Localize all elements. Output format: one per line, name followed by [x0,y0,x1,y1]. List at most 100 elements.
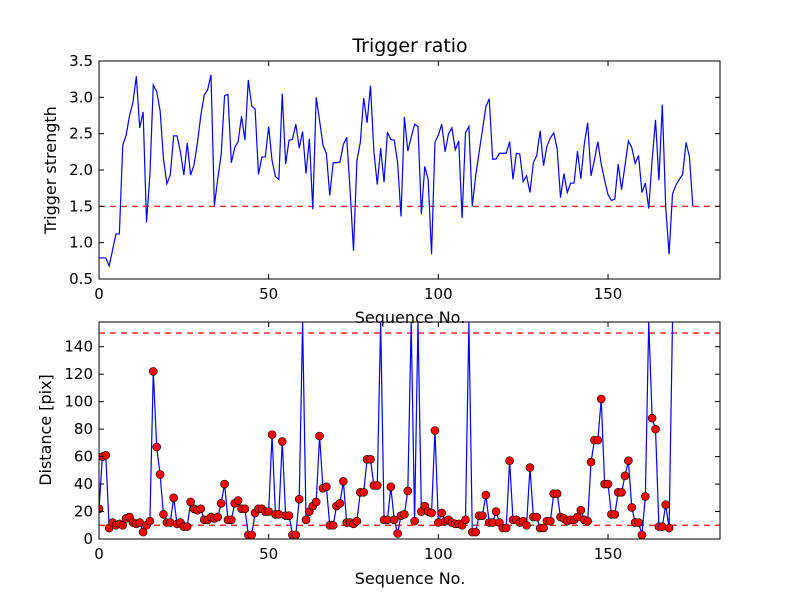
data-point [620,471,630,481]
y-tick-label: 100 [64,393,93,411]
data-point [501,523,511,533]
x-axis-label: Sequence No. [355,308,466,327]
y-tick-label: 120 [64,365,93,383]
x-tick-label: 150 [594,545,623,563]
plot-content [99,322,720,539]
data-point [145,516,155,526]
data-point [478,511,487,520]
data-point [169,493,178,503]
x-tick-label: 150 [594,285,623,303]
chart-title: Trigger ratio [351,35,467,57]
data-point [233,496,243,505]
x-tick-label: 50 [259,285,278,303]
data-point [505,456,514,466]
data-point [118,520,128,530]
data-point [315,431,324,441]
x-tick-label: 100 [424,285,453,303]
data-point [596,394,606,404]
data-point [481,490,491,500]
data-point [294,494,304,504]
x-tick-label: 50 [259,545,278,563]
y-tick-label: 0.5 [69,270,93,288]
data-point [155,470,165,479]
data-point [220,479,229,489]
data-point [400,509,409,519]
data-point [471,527,480,537]
data-point [182,522,192,531]
data-point [410,516,419,526]
x-tick-label: 100 [424,545,453,563]
data-point [532,512,542,522]
data-point [664,523,674,533]
data-point [152,442,161,452]
data-point [539,523,548,533]
chart-distance: 0 50 100 150 0 20 40 60 80 100 120 140 Sequence No.… [36,321,721,588]
axes-frame [98,321,721,540]
data-point [339,477,348,486]
data-point [634,518,643,527]
data-point [301,515,311,525]
data-point [627,503,637,512]
data-point [491,507,501,516]
data-point [583,516,592,526]
data-point [366,455,375,464]
plot-area: 0 50 100 150 0 20 40 60 80 100 120 140 [64,321,721,563]
data-point [624,456,633,466]
y-tick-label: 80 [74,420,93,438]
data-point [196,504,206,514]
data-point [291,530,301,539]
data-point [386,482,396,492]
y-tick-label: 3.5 [69,52,93,70]
data-point [651,424,660,434]
data-point [372,481,382,490]
data-point [352,516,362,526]
data-point [661,500,671,509]
x-tick-label: 0 [94,545,104,563]
x-axis-label: Sequence No. [355,569,466,588]
y-tick-label: 2.0 [69,161,93,179]
y-tick-label: 2.5 [69,125,93,143]
plot-content [99,74,720,268]
y-tick-label: 0 [83,530,93,548]
data-point [227,515,236,525]
data-point [637,530,647,539]
data-point [403,486,413,496]
x-tick-label: 0 [94,285,104,303]
data-point [389,515,399,525]
data-point [359,488,368,497]
data-point [148,367,158,376]
plot-area: 0 50 100 150 0.5 1.0 1.5 2.0 2.5 3.0 3.5 [69,52,721,303]
y-axis-label: Trigger strength [41,106,60,235]
data-point [586,457,596,467]
data-point [593,435,603,445]
data-point [525,463,535,472]
data-point [186,497,195,507]
data-point [99,504,104,514]
data-point [546,516,555,526]
data-point [522,520,531,530]
data-point [101,450,111,460]
y-tick-label: 60 [74,448,93,466]
data-point [213,512,223,522]
data-point [576,505,586,515]
data-point [610,509,620,519]
data-point [267,430,277,439]
data-point [328,520,338,530]
data-point [552,489,562,498]
data-point [430,426,440,435]
data-point [284,511,294,520]
data-point [641,492,650,501]
y-tick-label: 1.0 [69,234,93,252]
y-tick-label: 20 [74,503,93,521]
data-point [159,509,168,519]
y-tick-label: 1.5 [69,197,93,215]
y-axis-label: Distance [pix] [36,374,55,486]
data-point [322,482,331,492]
data-point [603,479,613,489]
data-point [335,498,345,508]
data-point [437,508,447,518]
data-point [427,508,436,518]
y-tick-label: 40 [74,475,93,493]
